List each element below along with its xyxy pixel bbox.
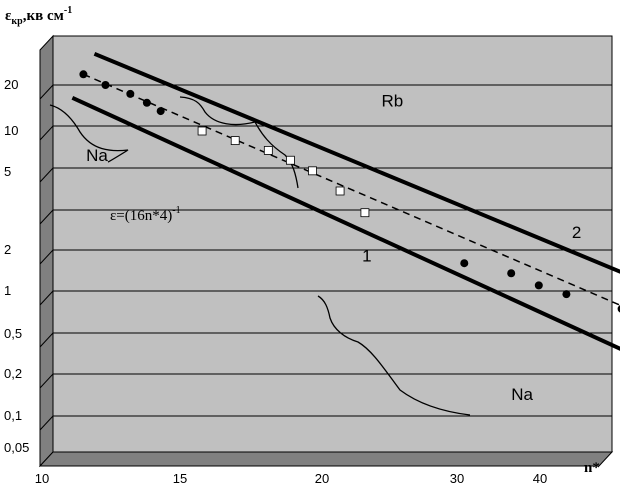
y-tick-label: 2 — [4, 242, 11, 257]
equation-sup: -1 — [172, 205, 180, 216]
x-tick-label: 10 — [35, 471, 49, 486]
y-tick-label: 0,1 — [4, 408, 22, 423]
data-point-open — [308, 166, 317, 176]
data-point-filled — [534, 281, 543, 290]
data-points — [79, 70, 620, 313]
data-point-open — [197, 126, 207, 136]
gridline-side — [39, 167, 54, 183]
annotation-label: 2 — [572, 223, 581, 242]
y-axis-ticks: 20 10 5 2 1 0,5 0,2 0,1 0,05 — [4, 77, 29, 455]
y-tick-label: 10 — [4, 123, 18, 138]
y-axis-label-main: ε — [5, 8, 12, 24]
brace-na-top — [49, 104, 129, 163]
x-tick-label: 30 — [450, 471, 464, 486]
solid-boundary-line-2 — [93, 51, 620, 274]
plot-floor — [38, 451, 614, 467]
data-point-open — [230, 136, 240, 146]
y-tick-label: 1 — [4, 283, 11, 298]
y-tick-label: 20 — [4, 77, 18, 92]
data-point-filled — [460, 259, 469, 268]
data-point-filled — [101, 81, 110, 89]
y-tick-label: 0,2 — [4, 366, 22, 381]
data-point-filled — [617, 305, 620, 313]
gridlines — [39, 84, 612, 431]
plot-side-wall — [39, 34, 54, 468]
x-tick-label: 15 — [173, 471, 187, 486]
data-point-filled — [142, 98, 151, 107]
fit-lines — [71, 51, 620, 351]
gridline-side — [39, 125, 54, 141]
data-point-filled — [126, 89, 135, 98]
gridline-side — [39, 373, 54, 389]
solid-boundary-line-1 — [71, 95, 620, 351]
data-point-filled — [156, 107, 165, 116]
y-axis-label-rest: ,кв см — [23, 8, 64, 24]
brace-na-bottom — [317, 295, 471, 416]
gridline-side — [39, 209, 54, 225]
x-tick-label: 20 — [315, 471, 329, 486]
dashed-fit-line — [83, 73, 620, 306]
data-point-open — [263, 146, 273, 155]
equation-text: ε=(16n*4) — [110, 208, 172, 224]
annotations: Rb Na Na 1 2 — [86, 91, 581, 404]
y-axis-label: εкр,кв см-1 — [5, 5, 72, 27]
annotation-label: Na — [511, 385, 533, 404]
x-axis-label: n* — [584, 460, 600, 476]
gridline-side — [39, 415, 54, 431]
x-tick-label: 40 — [533, 471, 547, 486]
annotation-label: Na — [86, 146, 108, 165]
data-point-filled — [79, 70, 88, 79]
x-axis-ticks: 10 15 20 30 40 — [35, 471, 547, 486]
data-point-filled — [507, 269, 516, 278]
gridline-side — [39, 332, 54, 348]
annotation-label: 1 — [362, 246, 371, 265]
data-point-filled — [562, 290, 571, 299]
annotation-label: Rb — [381, 91, 403, 110]
data-point-open — [335, 186, 345, 196]
data-point-open — [285, 155, 295, 165]
y-tick-label: 0,5 — [4, 326, 22, 341]
y-axis-label-sub: кр — [11, 16, 23, 27]
y-axis-label-sup: -1 — [64, 5, 72, 16]
gridline-side — [39, 84, 54, 100]
equation-label: ε=(16n*4)-1 — [110, 205, 181, 224]
y-tick-label: 0,05 — [4, 440, 29, 455]
y-tick-label: 5 — [4, 164, 11, 179]
gridline-side — [39, 290, 54, 306]
gridline-side — [39, 249, 54, 265]
data-point-open — [360, 208, 370, 218]
